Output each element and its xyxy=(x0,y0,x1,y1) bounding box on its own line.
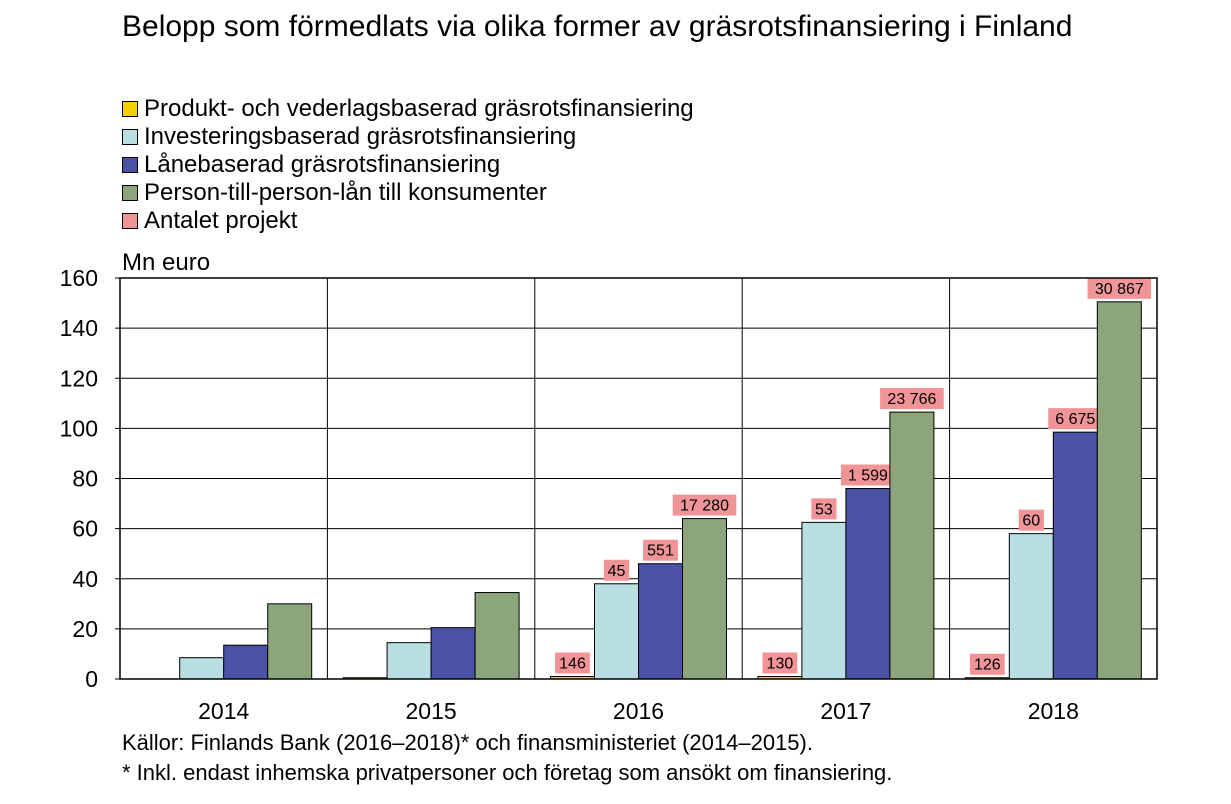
y-tick-label: 160 xyxy=(60,265,98,291)
data-label: 60 xyxy=(1022,513,1040,530)
x-tick-label: 2015 xyxy=(406,698,457,724)
data-label: 45 xyxy=(608,563,626,580)
legend-label: Produkt- och vederlagsbaserad gräsrotsfi… xyxy=(144,95,694,122)
legend-label: Lånebaserad gräsrotsfinansiering xyxy=(144,151,501,178)
bar xyxy=(594,583,639,680)
legend-label: Antalet projekt xyxy=(144,207,298,234)
y-tick-label: 140 xyxy=(60,315,98,341)
y-tick-label: 80 xyxy=(72,466,98,492)
y-tick-label: 20 xyxy=(72,616,98,642)
bar xyxy=(1096,301,1142,680)
source-note: Källor: Finlands Bank (2016–2018)* och f… xyxy=(122,728,892,788)
legend-item: Lånebaserad gräsrotsfinansiering xyxy=(122,151,694,179)
data-label-box xyxy=(643,539,678,561)
legend-item: Investeringsbaserad gräsrotsfinansiering xyxy=(122,123,694,151)
data-label: 53 xyxy=(815,501,833,518)
bar xyxy=(638,563,683,680)
data-label-box xyxy=(1087,277,1152,299)
data-label-box xyxy=(1018,509,1044,531)
x-tick-label: 2014 xyxy=(198,698,249,724)
legend-swatch xyxy=(122,185,138,201)
data-label-box xyxy=(762,652,798,674)
bar xyxy=(889,411,935,680)
bar xyxy=(179,657,225,680)
x-tick-label: 2017 xyxy=(820,698,871,724)
data-label: 146 xyxy=(559,655,586,672)
data-label: 130 xyxy=(767,655,794,672)
data-label: 23 766 xyxy=(887,391,936,408)
legend-item: Produkt- och vederlagsbaserad gräsrotsfi… xyxy=(122,95,694,123)
y-tick-label: 120 xyxy=(60,365,98,391)
bar xyxy=(801,521,847,680)
bar xyxy=(1052,431,1098,680)
bar xyxy=(386,642,432,680)
x-tick-label: 2018 xyxy=(1028,698,1079,724)
legend-swatch xyxy=(122,213,138,229)
y-tick-label: 40 xyxy=(72,566,98,592)
legend-item: Person-till-person-lån till konsumenter xyxy=(122,179,694,207)
data-label: 126 xyxy=(974,657,1001,674)
data-label: 30 867 xyxy=(1095,281,1144,298)
source-line-2: * Inkl. endast inhemska privatpersoner o… xyxy=(122,760,893,785)
y-axis-unit-label: Mn euro xyxy=(122,249,211,276)
chart-title: Belopp som förmedlats via olika former a… xyxy=(122,10,1073,43)
bar xyxy=(430,627,476,680)
legend: Produkt- och vederlagsbaserad gräsrotsfi… xyxy=(122,95,694,235)
legend-swatch xyxy=(122,129,138,145)
data-label-box xyxy=(811,498,837,520)
plot-frame xyxy=(119,277,1158,680)
bar xyxy=(223,644,269,680)
data-label: 17 280 xyxy=(680,498,729,515)
data-label-box xyxy=(1048,408,1103,430)
bar xyxy=(1008,533,1054,680)
y-tick-label: 60 xyxy=(72,516,98,542)
legend-label: Person-till-person-lån till konsumenter xyxy=(144,179,547,206)
legend-label: Investeringsbaserad gräsrotsfinansiering xyxy=(144,123,577,150)
y-tick-label: 0 xyxy=(85,666,98,692)
data-label-box xyxy=(603,559,630,581)
legend-swatch xyxy=(122,101,138,117)
data-label: 1 599 xyxy=(848,468,888,485)
legend-swatch xyxy=(122,157,138,173)
data-label: 6 675 xyxy=(1055,411,1095,428)
data-label-box xyxy=(555,652,590,674)
bar xyxy=(682,518,727,680)
y-tick-label: 100 xyxy=(60,415,98,441)
bar xyxy=(474,592,520,680)
data-label: 551 xyxy=(647,543,674,560)
x-tick-label: 2016 xyxy=(613,698,664,724)
data-label-box xyxy=(672,494,737,516)
legend-item: Antalet projekt xyxy=(122,207,694,235)
data-label-box xyxy=(969,653,1005,675)
data-label-box xyxy=(840,464,895,486)
bar xyxy=(267,603,313,680)
source-line-1: Källor: Finlands Bank (2016–2018)* och f… xyxy=(122,730,813,755)
data-label-box xyxy=(880,388,944,410)
bar xyxy=(845,488,891,680)
